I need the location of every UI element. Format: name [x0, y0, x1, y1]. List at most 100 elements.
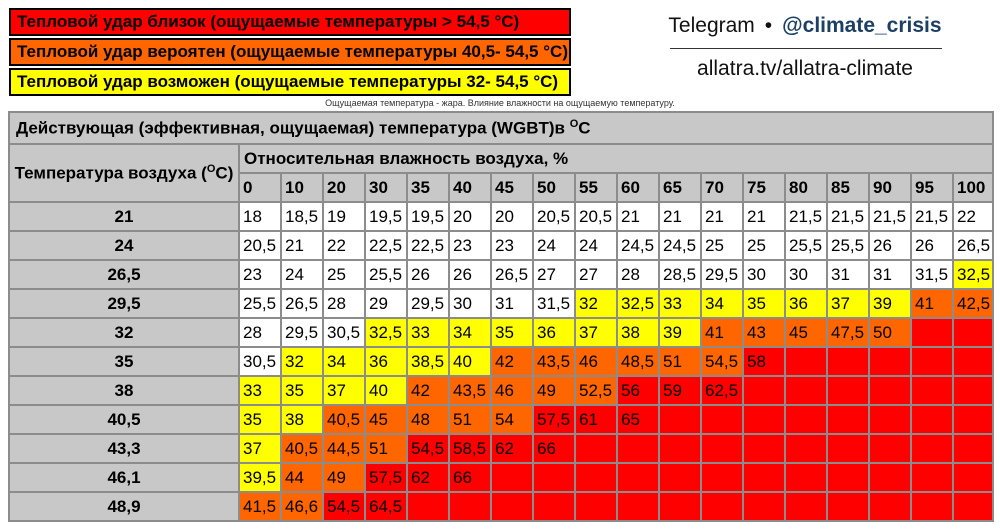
heat-index-cell: 49 [322, 462, 366, 493]
humidity-col-header: 50 [532, 172, 576, 203]
legend-text: Тепловой удар близок (ощущаемые температ… [17, 12, 495, 31]
air-temperature-cell: 26,5 [8, 259, 240, 290]
table-title-sup: O [569, 117, 579, 130]
table-row: 21 18 18,5 19 19,5 19,5 20 20 20,5 20,5 21 21 21 21 21… [8, 201, 995, 232]
heat-index-cell: 28 [322, 288, 366, 319]
heat-index-cell: 58,5 [448, 433, 492, 464]
heat-index-cell: 27 [532, 259, 576, 290]
table-row: 35 30,5 32 34 36 38,5 40 42 43,5 46 48,5 51 54,5 58 [8, 346, 995, 377]
heat-index-cell: 21,5 [826, 201, 870, 232]
air-temperature-cell: 32 [8, 317, 240, 348]
heat-index-cell [910, 346, 954, 377]
heat-index-cell: 34 [448, 317, 492, 348]
heat-index-cell: 34 [322, 346, 366, 377]
heat-index-cell: 32 [280, 346, 324, 377]
heat-index-cell: 20,5 [532, 201, 576, 232]
humidity-col-header: 100 [951, 172, 995, 203]
heat-index-cell: 38 [616, 317, 660, 348]
table-row: 32 28 29,5 30,5 32,5 33 34 35 36 37 38 39 41 43 45 47,5… [8, 317, 995, 348]
humidity-col-header: 40 [448, 172, 492, 203]
heat-index-cell: 44 [280, 462, 324, 493]
heat-index-cell: 31,5 [532, 288, 576, 319]
heat-index-cell: 57,5 [364, 462, 408, 493]
heat-index-cell: 42 [406, 375, 450, 406]
telegram-channel: Telegram • @climate_crisis [660, 14, 950, 38]
heat-index-cell: 23 [238, 259, 282, 290]
heat-index-cell [826, 375, 870, 406]
heat-index-cell: 21 [658, 201, 702, 232]
heat-index-cell: 62 [406, 462, 450, 493]
table-title-end: C [578, 118, 591, 138]
temperature-header-text: Температура воздуха ( [14, 163, 207, 183]
heat-index-cell: 39 [868, 288, 912, 319]
heat-index-cell [910, 317, 954, 348]
heat-index-cell: 31,5 [910, 259, 954, 290]
heat-index-cell [700, 433, 744, 464]
telegram-handle-link[interactable]: @climate_crisis [782, 14, 942, 37]
humidity-col-header: 55 [574, 172, 618, 203]
heat-index-cell [658, 462, 702, 493]
heat-index-cell: 30 [784, 259, 828, 290]
heat-index-cell: 59 [658, 375, 702, 406]
table-row: 38 33 35 37 40 42 43,5 46 49 52,5 56 59 62,5 [8, 375, 995, 406]
heat-index-cell: 61 [574, 404, 618, 435]
humidity-header: Относительная влажность воздуха, % [237, 143, 995, 174]
heat-index-cell: 54 [490, 404, 534, 435]
heat-index-cell: 19 [322, 201, 366, 232]
heat-index-cell: 66 [448, 462, 492, 493]
heat-index-cell: 28 [616, 259, 660, 290]
site-link[interactable]: allatra.tv/allatra-climate [697, 57, 913, 80]
heat-index-cell: 25,5 [826, 230, 870, 261]
heat-index-cell: 22,5 [364, 230, 408, 261]
humidity-col-header: 60 [616, 172, 660, 203]
heat-index-cell [490, 491, 534, 522]
heat-index-cell: 24 [574, 230, 618, 261]
heat-index-cell: 36 [784, 288, 828, 319]
humidity-col-header: 90 [868, 172, 912, 203]
heat-index-cell [448, 491, 492, 522]
heat-index-cell [826, 433, 870, 464]
temperature-header-end: C) [215, 163, 234, 183]
heat-index-cell: 27 [574, 259, 618, 290]
heat-index-cell: 30,5 [322, 317, 366, 348]
heat-index-cell: 22,5 [406, 230, 450, 261]
heat-index-cell: 25,5 [364, 259, 408, 290]
heat-index-cell: 24 [532, 230, 576, 261]
air-temperature-cell: 38 [8, 375, 240, 406]
heat-index-cell: 57,5 [532, 404, 576, 435]
heat-index-cell [910, 404, 954, 435]
air-temperature-cell: 48,9 [8, 491, 240, 522]
heat-index-cell: 30 [448, 288, 492, 319]
heat-index-cell: 34 [700, 288, 744, 319]
heat-index-cell: 21,5 [868, 201, 912, 232]
heat-index-cell: 29,5 [700, 259, 744, 290]
heat-index-cell: 30,5 [238, 346, 282, 377]
heat-index-cell: 40,5 [280, 433, 324, 464]
heat-index-cell: 25,5 [784, 230, 828, 261]
heat-index-cell: 24,5 [658, 230, 702, 261]
heat-index-cell [951, 491, 995, 522]
heat-index-cell: 31 [826, 259, 870, 290]
heat-index-cell: 21,5 [910, 201, 954, 232]
heat-index-cell: 38,5 [406, 346, 450, 377]
heat-index-cell: 33 [238, 375, 282, 406]
heat-index-cell: 36 [532, 317, 576, 348]
heat-index-cell: 64,5 [364, 491, 408, 522]
heat-index-cell: 48,5 [616, 346, 660, 377]
humidity-col-header: 45 [490, 172, 534, 203]
heat-index-cell [742, 375, 786, 406]
heat-index-cell [826, 404, 870, 435]
heat-index-cell [700, 491, 744, 522]
air-temperature-cell: 46,1 [8, 462, 240, 493]
table-row: 43,3 37 40,5 44,5 51 54,5 58,5 62 66 [8, 433, 995, 464]
heat-index-cell: 21 [616, 201, 660, 232]
heat-index-cell: 50 [868, 317, 912, 348]
heat-index-cell: 25 [742, 230, 786, 261]
heat-index-cell: 40 [364, 375, 408, 406]
heat-index-cell: 20,5 [238, 230, 282, 261]
legend-unit: °C) [533, 72, 559, 91]
heat-index-cell: 28 [238, 317, 282, 348]
legend-heatstroke-imminent: Тепловой удар близок (ощущаемые температ… [9, 8, 571, 36]
heat-index-cell [658, 491, 702, 522]
heat-index-cell [784, 375, 828, 406]
